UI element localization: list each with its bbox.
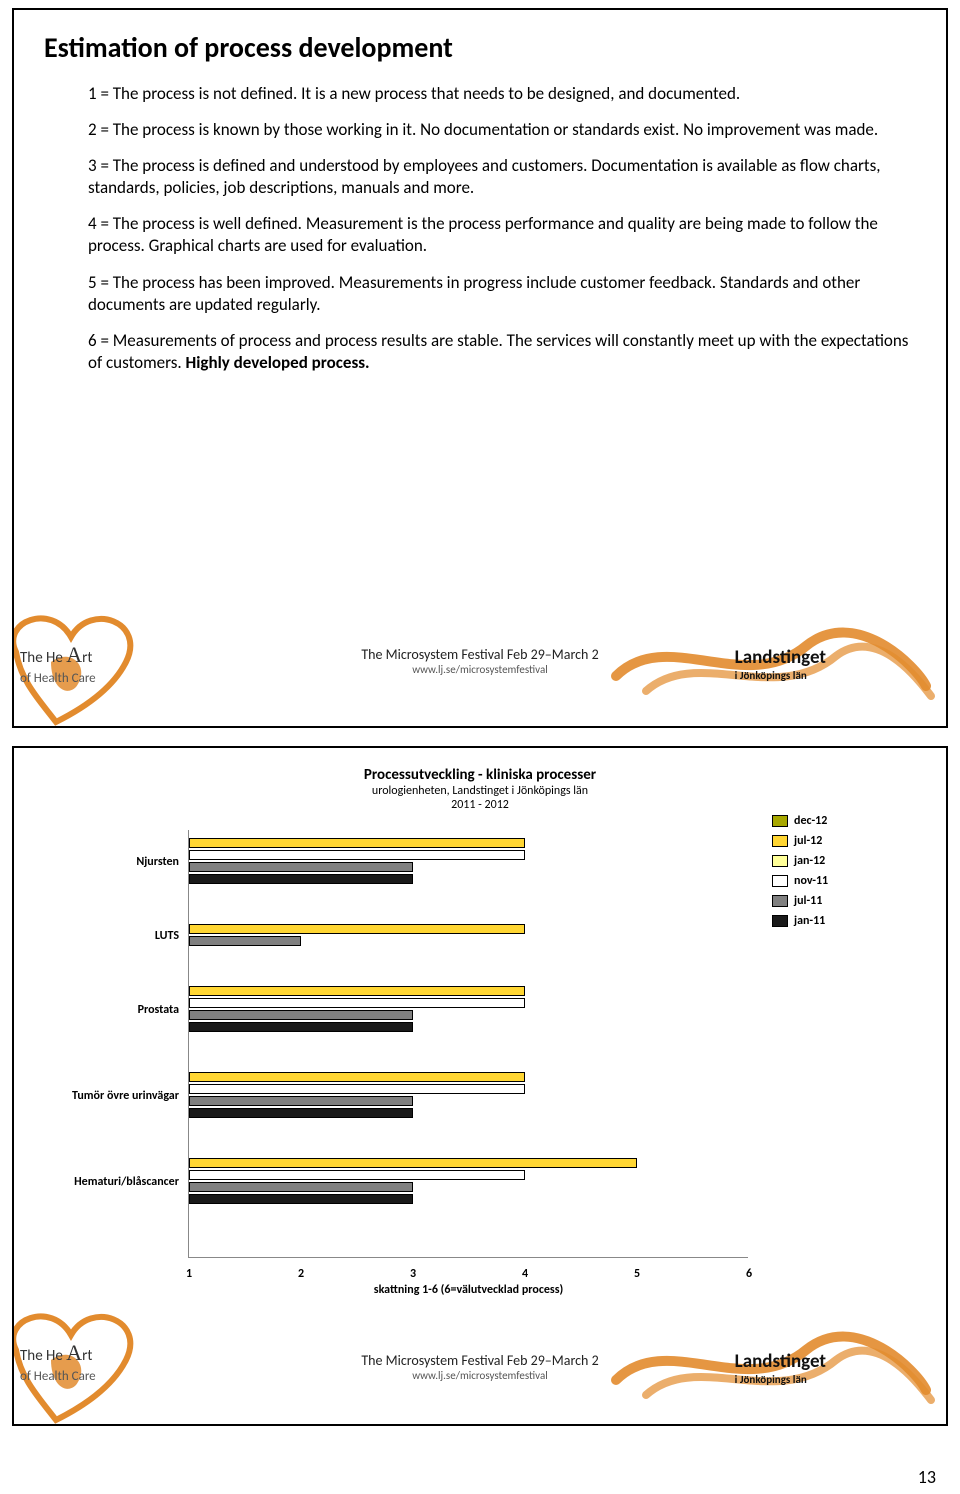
xaxis-tick: 3 (410, 1267, 416, 1281)
chart-title: Processutveckling - kliniska processer (28, 766, 932, 784)
definitions-block: 1 = The process is not defined. It is a … (44, 83, 916, 374)
legend-item: jul-12 (772, 834, 912, 848)
def-2: 2 = The process is known by those workin… (88, 119, 916, 141)
legend-label: nov-11 (794, 874, 828, 888)
xaxis-tick: 1 (186, 1267, 192, 1281)
legend-swatch (772, 875, 788, 887)
legend-label: jul-12 (794, 834, 822, 848)
chart-legend: dec-12 jul-12 jan-12 nov-11 jul-11 jan-11 (772, 814, 912, 934)
slide1-title: Estimation of process development (44, 30, 916, 65)
legend-swatch (772, 855, 788, 867)
chart-bar (189, 1108, 413, 1118)
landstinget-brand: Landstinget i Jönköpings län (735, 1350, 826, 1386)
chart-bar (189, 1022, 413, 1032)
def-5: 5 = The process has been improved. Measu… (88, 272, 916, 316)
def-1: 1 = The process is not defined. It is a … (88, 83, 916, 105)
chart-subtitle: urologienheten, Landstinget i Jönköpings… (28, 784, 932, 798)
chart-bar (189, 850, 525, 860)
category-label: Hematuri/blåscancer (29, 1175, 179, 1189)
chart-plot-area: skattning 1-6 (6=välutvecklad process) 1… (188, 830, 748, 1258)
category-label: LUTS (29, 929, 179, 943)
category-label: Prostata (29, 1003, 179, 1017)
slide-estimation: Estimation of process development 1 = Th… (12, 8, 948, 728)
chart-bar (189, 1010, 413, 1020)
chart-bar (189, 924, 525, 934)
def-3: 3 = The process is defined and understoo… (88, 155, 916, 199)
legend-swatch (772, 835, 788, 847)
chart-bar (189, 838, 525, 848)
def-4: 4 = The process is well defined. Measure… (88, 213, 916, 257)
chart-bar (189, 986, 525, 996)
category-label: Tumör övre urinvägar (29, 1089, 179, 1103)
landstinget-brand: Landstinget i Jönköpings län (735, 646, 826, 682)
chart-bar (189, 936, 301, 946)
legend-item: jul-11 (772, 894, 912, 908)
legend-swatch (772, 895, 788, 907)
legend-item: jan-11 (772, 914, 912, 928)
legend-item: nov-11 (772, 874, 912, 888)
legend-label: jul-11 (794, 894, 822, 908)
chart-bar (189, 1194, 413, 1204)
def-6: 6 = Measurements of process and process … (88, 330, 916, 374)
chart-bar (189, 1158, 637, 1168)
xaxis-tick: 6 (746, 1267, 752, 1281)
chart-bar (189, 1182, 413, 1192)
legend-swatch (772, 915, 788, 927)
legend-label: jan-11 (794, 914, 825, 928)
chart-wrap: Processutveckling - kliniska processer u… (28, 766, 932, 1306)
chart-bar (189, 998, 525, 1008)
xaxis-tick: 4 (522, 1267, 528, 1281)
chart-period: 2011 - 2012 (28, 798, 932, 812)
category-label: Njursten (29, 855, 179, 869)
chart-bar (189, 862, 413, 872)
legend-label: dec-12 (794, 814, 827, 828)
page-number: 13 (918, 1466, 936, 1488)
legend-label: jan-12 (794, 854, 825, 868)
legend-swatch (772, 815, 788, 827)
xaxis-label: skattning 1-6 (6=välutvecklad process) (189, 1283, 748, 1297)
def-6-bold: Highly developed process. (186, 352, 370, 373)
xaxis-tick: 5 (634, 1267, 640, 1281)
chart-bar (189, 874, 413, 884)
slide-chart: Processutveckling - kliniska processer u… (12, 746, 948, 1426)
chart-bar (189, 1096, 413, 1106)
legend-item: dec-12 (772, 814, 912, 828)
chart-bar (189, 1084, 525, 1094)
chart-bar (189, 1072, 525, 1082)
xaxis-tick: 2 (298, 1267, 304, 1281)
chart-bar (189, 1170, 525, 1180)
legend-item: jan-12 (772, 854, 912, 868)
